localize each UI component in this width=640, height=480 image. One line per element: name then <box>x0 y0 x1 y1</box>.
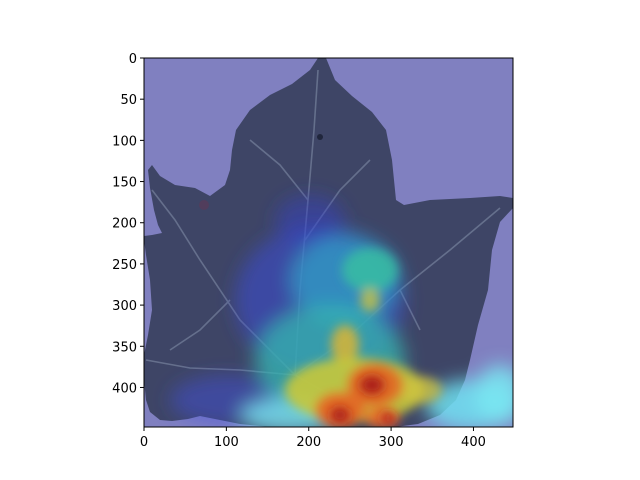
y-tick-label: 400 <box>112 381 137 396</box>
heatmap-overlay <box>170 195 513 427</box>
x-tick-label: 200 <box>296 435 321 450</box>
x-tick-label: 100 <box>214 435 239 450</box>
y-tick-label: 50 <box>120 93 137 108</box>
x-tick-label: 0 <box>140 435 148 450</box>
y-tick-label: 150 <box>112 176 137 191</box>
leaf-spot <box>317 134 323 140</box>
y-tick-label: 200 <box>112 217 137 232</box>
y-tick-label: 250 <box>112 258 137 273</box>
y-tick-label: 100 <box>112 134 137 149</box>
y-tick-label: 0 <box>129 52 137 67</box>
x-tick-label: 400 <box>461 435 486 450</box>
leaf-spot <box>199 200 209 210</box>
x-tick-label: 300 <box>379 435 404 450</box>
y-tick-label: 300 <box>112 299 137 314</box>
x-axis: 0 100 200 300 400 <box>140 427 486 450</box>
heatmap-image <box>144 58 513 427</box>
y-tick-label: 350 <box>112 340 137 355</box>
y-axis: 0 50 100 150 200 250 300 350 400 <box>112 52 144 396</box>
axes-frame <box>143 57 514 428</box>
